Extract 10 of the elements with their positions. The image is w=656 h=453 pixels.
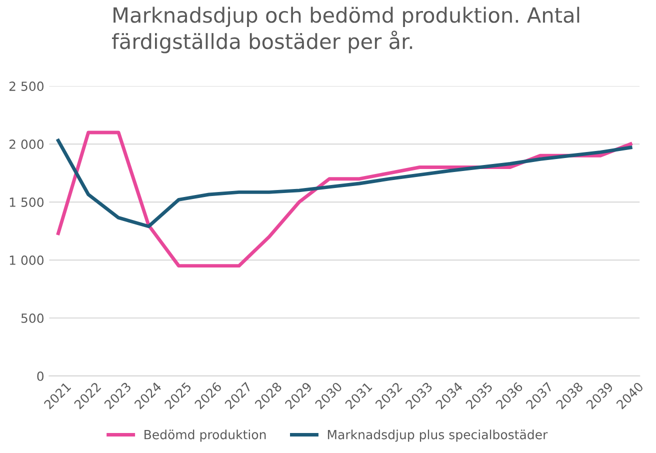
y-tick-label: 1 000 (10, 255, 44, 265)
y-tick-label: 500 (21, 313, 44, 323)
y-tick-label: 0 (37, 371, 44, 381)
line-series (56, 138, 632, 228)
chart-title: Marknadsdjup och bedömd produktion. Antal färdigställda bostäder per år. (112, 6, 580, 54)
legend-label: Bedömd produktion (144, 430, 266, 442)
y-tick-label: 1 500 (10, 198, 44, 207)
y-tick-label: 2 500 (9, 82, 44, 91)
y-tick-label: 2 000 (9, 140, 44, 149)
legend-label: Marknadsdjup plus specialbostäder (328, 430, 548, 442)
